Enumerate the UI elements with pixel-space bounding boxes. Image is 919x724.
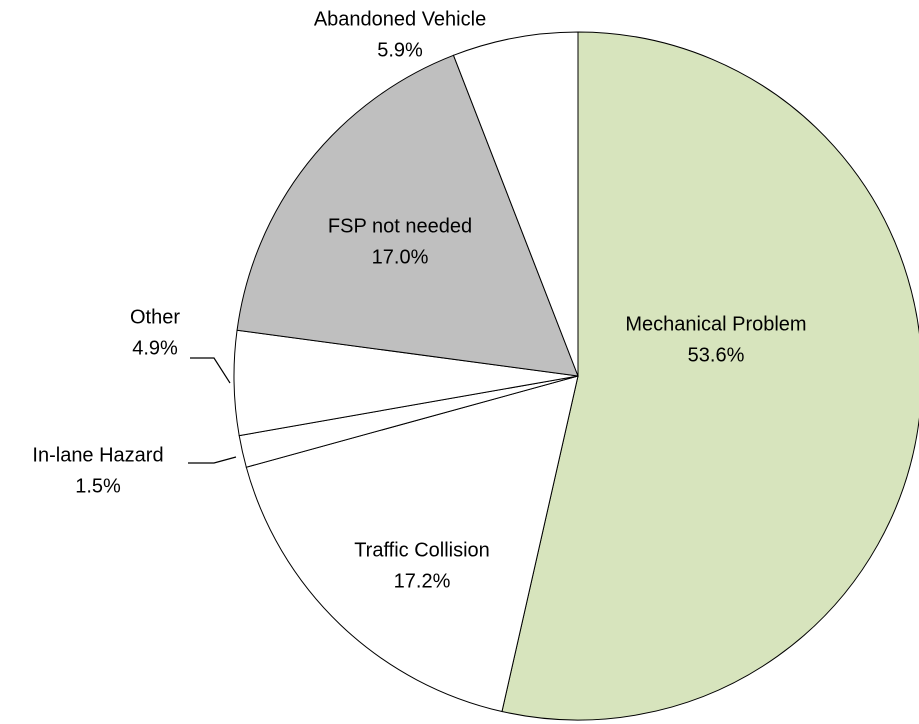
slice-value-label: 1.5% bbox=[75, 475, 121, 497]
slice-label: Traffic Collision bbox=[354, 539, 490, 561]
pie-slice bbox=[501, 31, 919, 721]
leader-line bbox=[188, 456, 237, 464]
pie-slice bbox=[245, 375, 579, 713]
pie-slice bbox=[236, 54, 579, 377]
slice-label: In-lane Hazard bbox=[32, 444, 163, 466]
slice-label: Abandoned Vehicle bbox=[314, 8, 486, 30]
slice-label: Other bbox=[130, 306, 180, 328]
slice-value-label: 53.6% bbox=[688, 344, 745, 366]
slice-value-label: 5.9% bbox=[377, 39, 423, 61]
slice-value-label: 17.2% bbox=[394, 570, 451, 592]
slice-label: FSP not needed bbox=[328, 215, 472, 237]
pie-slice bbox=[452, 31, 579, 377]
slice-value-label: 17.0% bbox=[372, 246, 429, 268]
slice-value-label: 4.9% bbox=[132, 337, 178, 359]
leader-line bbox=[190, 357, 231, 384]
slice-label: Mechanical Problem bbox=[625, 313, 806, 335]
